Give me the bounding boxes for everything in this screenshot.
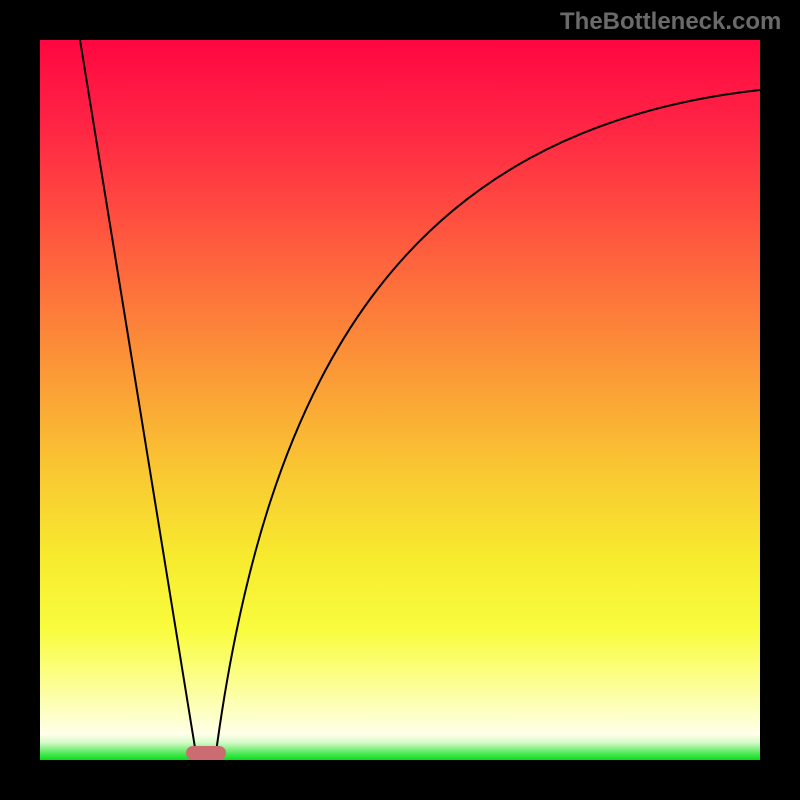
border-left	[0, 0, 40, 800]
border-bottom	[0, 760, 800, 800]
watermark-text: TheBottleneck.com	[560, 8, 781, 36]
border-right	[760, 0, 800, 800]
left-line	[80, 40, 197, 760]
curves-layer	[40, 40, 760, 760]
right-curve	[215, 90, 760, 760]
plot-area	[40, 40, 760, 760]
bottleneck-marker	[186, 746, 226, 760]
